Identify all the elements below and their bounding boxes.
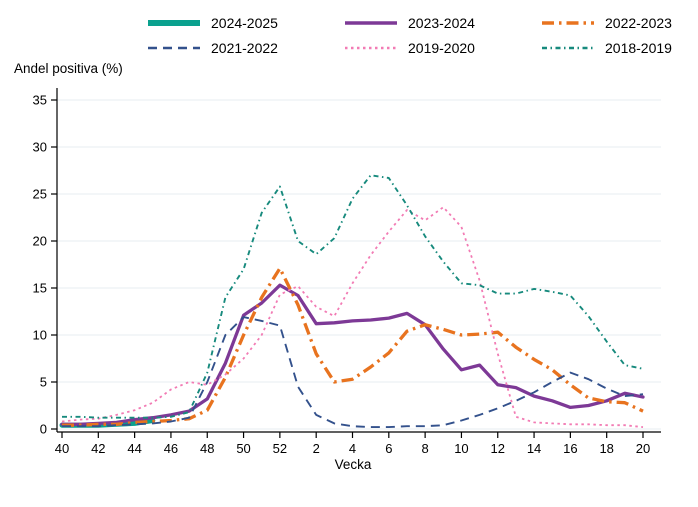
legend-item-2018-2019: 2018-2019 [540, 41, 698, 55]
y-tick-label: 5 [40, 375, 47, 390]
legend-item-2019-2020: 2019-2020 [343, 41, 540, 55]
legend-label: 2019-2020 [408, 39, 475, 56]
legend-line-sample-icon [148, 46, 200, 49]
x-tick-label: 14 [527, 441, 541, 456]
x-tick-label: 50 [236, 441, 250, 456]
x-tick-label: 4 [349, 441, 356, 456]
x-tick-label: 12 [491, 441, 505, 456]
x-tick-label: 48 [200, 441, 214, 456]
legend-label: 2018-2019 [605, 39, 672, 56]
series-line-2019-2020 [61, 206, 644, 428]
legend: 2024-2025 2023-2024 2022-2023 2021-2022 … [146, 10, 698, 60]
y-axis-title: Andel positiva (%) [14, 61, 123, 76]
legend-label: 2023-2024 [408, 14, 475, 31]
y-tick-label: 30 [33, 140, 47, 155]
x-tick-label: 16 [563, 441, 577, 456]
series-line-2021-2022 [62, 316, 644, 429]
series-line-2018-2019 [62, 174, 644, 419]
series-line-2023-2024 [60, 283, 645, 426]
legend-label: 2022-2023 [605, 14, 672, 31]
legend-line-sample-icon [345, 46, 397, 49]
legend-item-2021-2022: 2021-2022 [146, 41, 343, 55]
x-tick-label: 42 [91, 441, 105, 456]
x-tick-label: 18 [599, 441, 613, 456]
x-tick-label: 6 [385, 441, 392, 456]
x-tick-label: 10 [454, 441, 468, 456]
legend-label: 2021-2022 [211, 39, 278, 56]
y-tick-label: 20 [33, 234, 47, 249]
x-tick-label: 46 [164, 441, 178, 456]
y-tick-label: 25 [33, 187, 47, 202]
x-tick-label: 20 [636, 441, 650, 456]
x-tick-label: 40 [55, 441, 69, 456]
legend-line-sample-icon [542, 20, 594, 25]
legend-item-2022-2023: 2022-2023 [540, 16, 698, 30]
legend-item-2023-2024: 2023-2024 [343, 16, 540, 30]
x-tick-label: 44 [127, 441, 141, 456]
x-tick-label: 8 [422, 441, 429, 456]
legend-line-sample-icon [148, 19, 200, 26]
x-axis-title: Vecka [334, 457, 372, 472]
legend-item-2024-2025: 2024-2025 [146, 16, 343, 30]
series-line-2022-2023 [62, 266, 644, 427]
legend-label: 2024-2025 [211, 14, 278, 31]
y-tick-label: 10 [33, 328, 47, 343]
x-tick-label: 2 [313, 441, 320, 456]
y-tick-label: 0 [40, 422, 47, 437]
legend-line-sample-icon [542, 46, 594, 49]
y-tick-label: 35 [33, 93, 47, 108]
legend-line-sample-icon [345, 20, 397, 25]
x-tick-label: 52 [273, 441, 287, 456]
y-tick-label: 15 [33, 281, 47, 296]
